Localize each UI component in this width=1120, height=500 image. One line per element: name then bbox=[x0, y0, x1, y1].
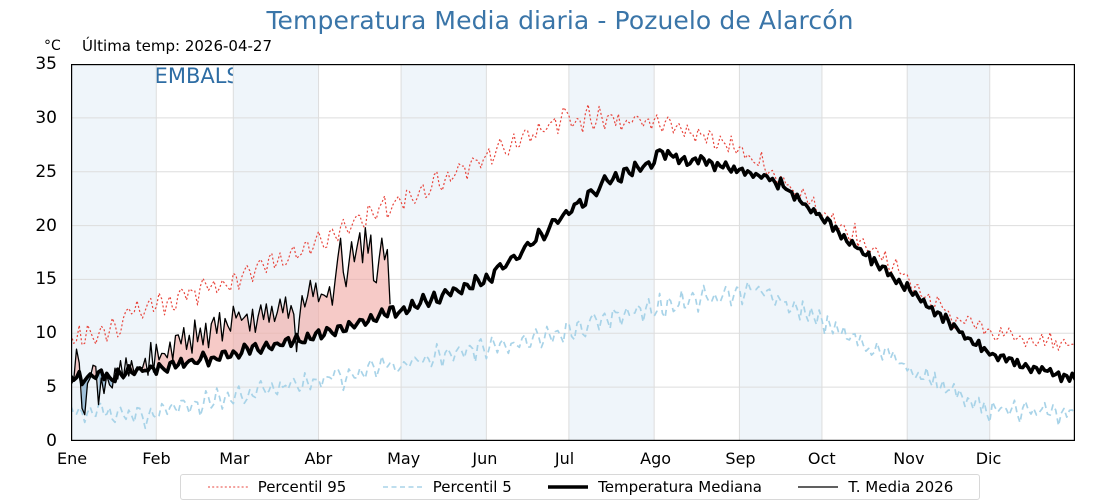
x-tick-label: Nov bbox=[893, 449, 925, 468]
legend-swatch-3 bbox=[548, 485, 589, 489]
x-tick-label: Dic bbox=[975, 449, 1002, 468]
legend-swatch-4 bbox=[798, 486, 839, 488]
legend-label: Percentil 5 bbox=[432, 478, 512, 496]
x-tick-label: Feb bbox=[142, 449, 171, 468]
month-band bbox=[739, 64, 822, 441]
x-tick-label: Oct bbox=[807, 449, 836, 468]
y-axis-unit-label: °C bbox=[44, 38, 61, 54]
legend-item[interactable]: Percentil 95 bbox=[207, 478, 347, 496]
fill-above-median bbox=[156, 297, 294, 375]
month-band bbox=[401, 64, 487, 441]
legend-item[interactable]: Percentil 5 bbox=[382, 478, 512, 496]
y-tick-label: 5 bbox=[46, 377, 57, 398]
x-tick-label: Sep bbox=[725, 449, 756, 468]
fill-above-median bbox=[299, 227, 391, 343]
x-tick-label: Ene bbox=[57, 449, 88, 468]
legend-swatch-2 bbox=[382, 486, 423, 488]
x-tick-label: Jun bbox=[472, 449, 498, 468]
y-tick-label: 20 bbox=[35, 215, 57, 236]
plot-area bbox=[71, 64, 1075, 441]
plot-frame bbox=[71, 64, 1075, 441]
month-band bbox=[568, 64, 655, 441]
x-tick-label: May bbox=[387, 449, 421, 468]
x-tick-label: Abr bbox=[304, 449, 333, 468]
legend-label: Temperatura Mediana bbox=[598, 478, 762, 496]
y-tick-label: 0 bbox=[46, 431, 57, 451]
y-tick-label: 30 bbox=[35, 107, 57, 128]
series-temperatura-mediana bbox=[71, 148, 1075, 387]
series-t-media-2026 bbox=[71, 227, 391, 416]
series-percentil-95 bbox=[71, 103, 1075, 351]
x-tick-label: Jul bbox=[554, 449, 575, 468]
last-temp-label: Última temp: 2026-04-27 bbox=[82, 37, 273, 55]
x-tick-label: Mar bbox=[219, 449, 250, 468]
plot-svg bbox=[71, 64, 1075, 441]
y-tick-label: 25 bbox=[35, 161, 57, 182]
y-tick-label: 35 bbox=[35, 54, 57, 74]
x-tick-label: Ago bbox=[640, 449, 672, 468]
legend-item[interactable]: T. Media 2026 bbox=[797, 478, 953, 496]
legend-swatch-1 bbox=[207, 486, 248, 488]
y-tick-label: 10 bbox=[35, 323, 57, 344]
page-title: Temperatura Media diaria - Pozuelo de Al… bbox=[266, 6, 854, 35]
chart-legend: Percentil 95 Percentil 5 Temperatura Media… bbox=[180, 474, 980, 500]
legend-label: T. Media 2026 bbox=[848, 478, 954, 496]
y-axis-labels: 0 5 10 15 20 25 30 35 bbox=[0, 0, 71, 500]
series-percentil-5 bbox=[71, 281, 1075, 430]
legend-item[interactable]: Temperatura Mediana bbox=[547, 478, 762, 496]
month-band bbox=[907, 64, 990, 441]
y-tick-label: 15 bbox=[35, 269, 57, 290]
legend-label: Percentil 95 bbox=[257, 478, 347, 496]
month-band bbox=[233, 64, 319, 441]
